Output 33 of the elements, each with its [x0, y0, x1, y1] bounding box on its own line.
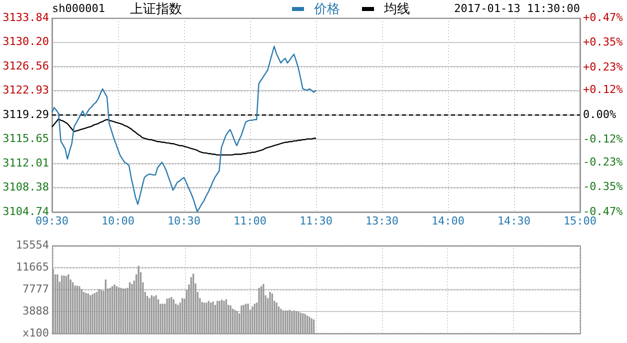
x-tick-label: 11:30	[299, 214, 333, 228]
text: 2017-01-13 11:30:00	[454, 2, 580, 15]
x-tick-label: 10:30	[167, 214, 201, 228]
legend-label: 均线	[384, 2, 410, 17]
y-tick-label: 3115.65	[2, 132, 49, 146]
x-tick-label: 14:00	[431, 214, 465, 228]
x-tick-label: 14:30	[497, 214, 531, 228]
x-tick-label: 10:00	[101, 214, 135, 228]
y-tick-label: 15554	[16, 238, 50, 252]
y-tick-label: x100	[22, 326, 49, 340]
y-tick-label: 3108.38	[2, 180, 49, 194]
y2-tick-label: +0.47%	[583, 10, 624, 24]
y2-tick-label: +0.12%	[583, 83, 624, 96]
chart-title: 上证指数	[130, 1, 182, 18]
y-tick-label: 11665	[16, 260, 49, 274]
y-tick-label: 3888	[22, 304, 49, 318]
text: sh000001	[52, 2, 105, 15]
y2-tick-label: 0.00%	[583, 108, 616, 121]
y2-tick-label: -0.12%	[583, 132, 624, 146]
y2-tick-label: -0.35%	[583, 180, 624, 194]
y2-tick-label: -0.23%	[583, 155, 624, 168]
y-tick-label: 7777	[22, 282, 49, 296]
y-tick-label: 3119.29	[2, 108, 49, 121]
x-tick-label: 13:30	[365, 214, 399, 228]
y-tick-label: 3126.56	[2, 59, 49, 72]
x-tick-label: 11:00	[233, 214, 267, 228]
y-tick-label: 3130.20	[2, 35, 49, 48]
y-tick-label: 3133.84	[2, 10, 50, 24]
y2-tick-label: +0.23%	[583, 60, 624, 74]
y-tick-label: 3122.93	[2, 84, 49, 97]
y2-tick-label: +0.35%	[583, 36, 624, 49]
legend-label: 价格	[314, 2, 340, 17]
y-tick-label: 3112.01	[2, 156, 49, 170]
